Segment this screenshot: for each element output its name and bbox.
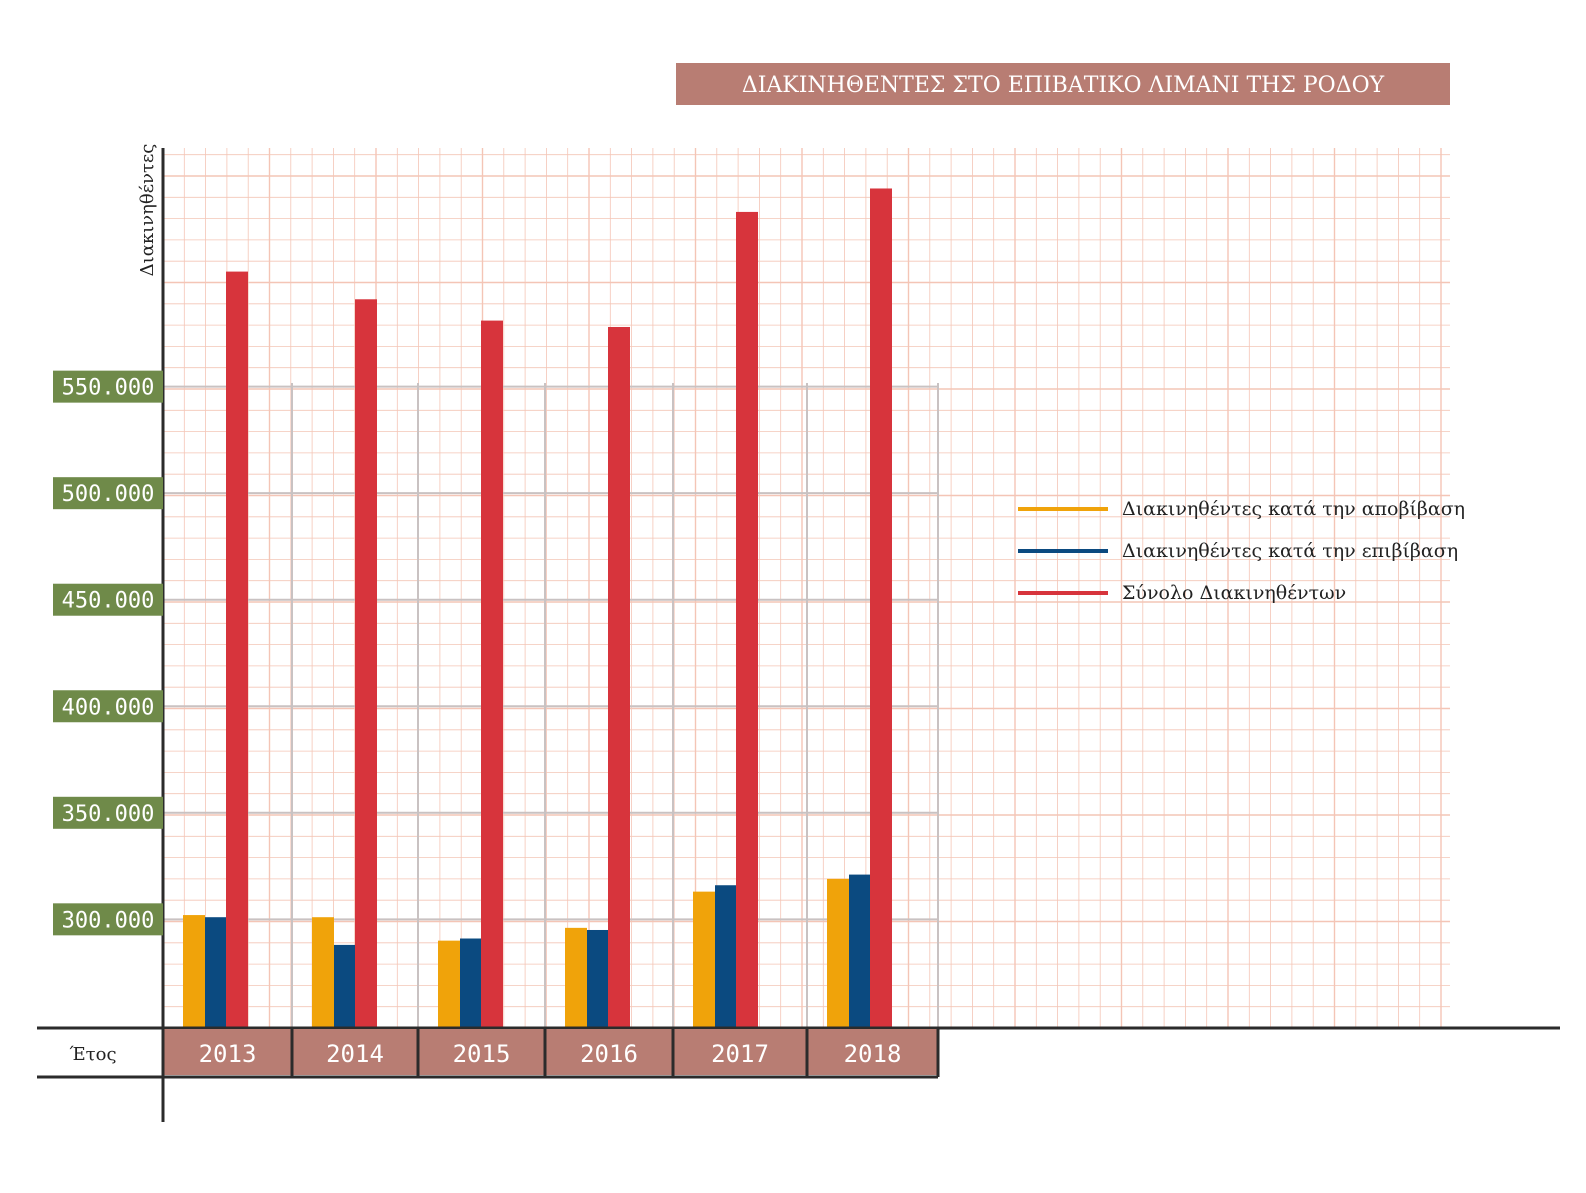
y-tick-label-bg: [53, 903, 163, 936]
category-label-bg: [293, 1029, 417, 1075]
y-tick-label: 500.000: [62, 482, 155, 507]
category-label-bg: [419, 1029, 544, 1075]
category-label-bg: [674, 1029, 806, 1075]
legend-label: Σύνολο Διακινηθέντων: [1122, 582, 1346, 604]
category-label: 2017: [711, 1040, 769, 1068]
bar-2018-series-1: [827, 878, 849, 1028]
title-banner: [676, 63, 1450, 105]
bars: [183, 188, 892, 1029]
y-tick-label: 300.000: [62, 908, 155, 933]
y-tick-label-bg: [53, 690, 163, 723]
category-labels: 2013 2014 2015 2016 2017 2018: [161, 1028, 940, 1077]
bar-2018-series-3: [870, 188, 892, 1029]
y-axis-label: Διακινηθέντες: [137, 144, 158, 277]
y-tick-label: 550.000: [62, 376, 155, 401]
legend: Διακινηθέντες κατά την αποβίβαση Διακινηθ…: [1018, 498, 1465, 604]
bar-2017-series-2: [715, 885, 737, 1028]
y-tick-label: 350.000: [62, 802, 155, 827]
y-tick-label-bg: [53, 477, 163, 510]
bar-2013-series-3: [226, 271, 248, 1029]
bar-2013-series-1: [183, 915, 205, 1028]
y-tick-label-bg: [53, 583, 163, 616]
legend-label: Διακινηθέντες κατά την επιβίβαση: [1122, 540, 1458, 562]
category-label: 2014: [326, 1040, 384, 1068]
y-tick-label-bg: [53, 370, 163, 403]
bar-2014-series-2: [334, 944, 356, 1028]
y-tick-label-bg: [53, 796, 163, 829]
bar-2015-series-1: [438, 940, 460, 1028]
bar-2014-series-1: [312, 917, 334, 1028]
category-label-bg: [546, 1029, 672, 1075]
bar-2015-series-3: [481, 320, 503, 1028]
y-tick-label: 450.000: [62, 589, 155, 614]
bar-2016-series-2: [587, 929, 609, 1028]
category-label-bg: [808, 1029, 937, 1075]
category-label: 2018: [844, 1040, 902, 1068]
bar-2017-series-1: [693, 891, 715, 1028]
bar-2017-series-3: [736, 211, 758, 1029]
category-label: 2013: [199, 1040, 257, 1068]
category-label: 2016: [580, 1040, 638, 1068]
bar-2013-series-2: [205, 917, 227, 1028]
y-tick-label: 400.000: [62, 695, 155, 720]
bar-2014-series-3: [355, 299, 377, 1028]
legend-label: Διακινηθέντες κατά την αποβίβαση: [1122, 498, 1465, 520]
y-tick-labels: 300.000 350.000 400.000 450.000 500.000 550.0…: [53, 370, 163, 936]
chart-title: ΔΙΑΚΙΝΗΘΕΝΤΕΣ ΣΤΟ ΕΠΙΒΑΤΙΚΟ ΛΙΜΑΝΙ ΤΗΣ Ρ…: [742, 73, 1385, 98]
bar-2016-series-1: [565, 927, 587, 1028]
category-label-bg: [164, 1029, 291, 1075]
category-label: 2015: [453, 1040, 511, 1068]
bar-2018-series-2: [849, 874, 871, 1028]
major-grid: [163, 383, 939, 1028]
bar-2016-series-3: [608, 326, 630, 1029]
bar-2015-series-2: [460, 938, 482, 1028]
x-axis-label: Έτος: [69, 1044, 116, 1065]
